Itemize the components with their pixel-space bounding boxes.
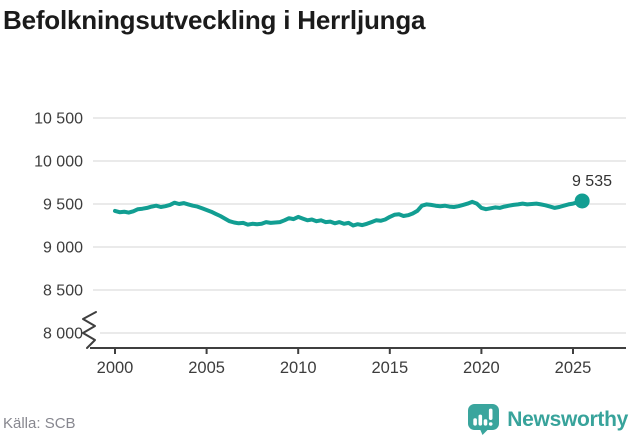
population-line — [113, 199, 585, 228]
axis-break-icon — [82, 311, 97, 349]
y-tick-label: 10 000 — [34, 154, 83, 171]
x-tick-label: 2005 — [188, 359, 225, 377]
page-title: Befolkningsutveckling i Herrljunga — [3, 5, 426, 35]
y-tick-label: 8 000 — [43, 326, 83, 343]
x-tick-label: 2020 — [463, 359, 500, 377]
x-tick-label: 2025 — [555, 359, 592, 377]
y-tick-label: 9 000 — [43, 240, 83, 257]
x-tick-label: 2015 — [371, 359, 408, 377]
brand-name: Newsworthy — [507, 407, 628, 431]
newsworthy-logo[interactable]: Newsworthy — [468, 404, 628, 435]
latest-value-dot — [574, 193, 590, 209]
latest-value-label: 9 535 — [572, 173, 612, 190]
y-tick-label: 10 500 — [34, 111, 83, 128]
y-tick-label: 8 500 — [43, 283, 83, 300]
source-label: Källa: SCB — [3, 415, 76, 432]
y-tick-label: 9 500 — [43, 197, 83, 214]
x-tick-label: 2010 — [280, 359, 317, 377]
x-tick-label: 2000 — [97, 359, 134, 377]
bar-chart-bubble-icon — [468, 404, 500, 435]
